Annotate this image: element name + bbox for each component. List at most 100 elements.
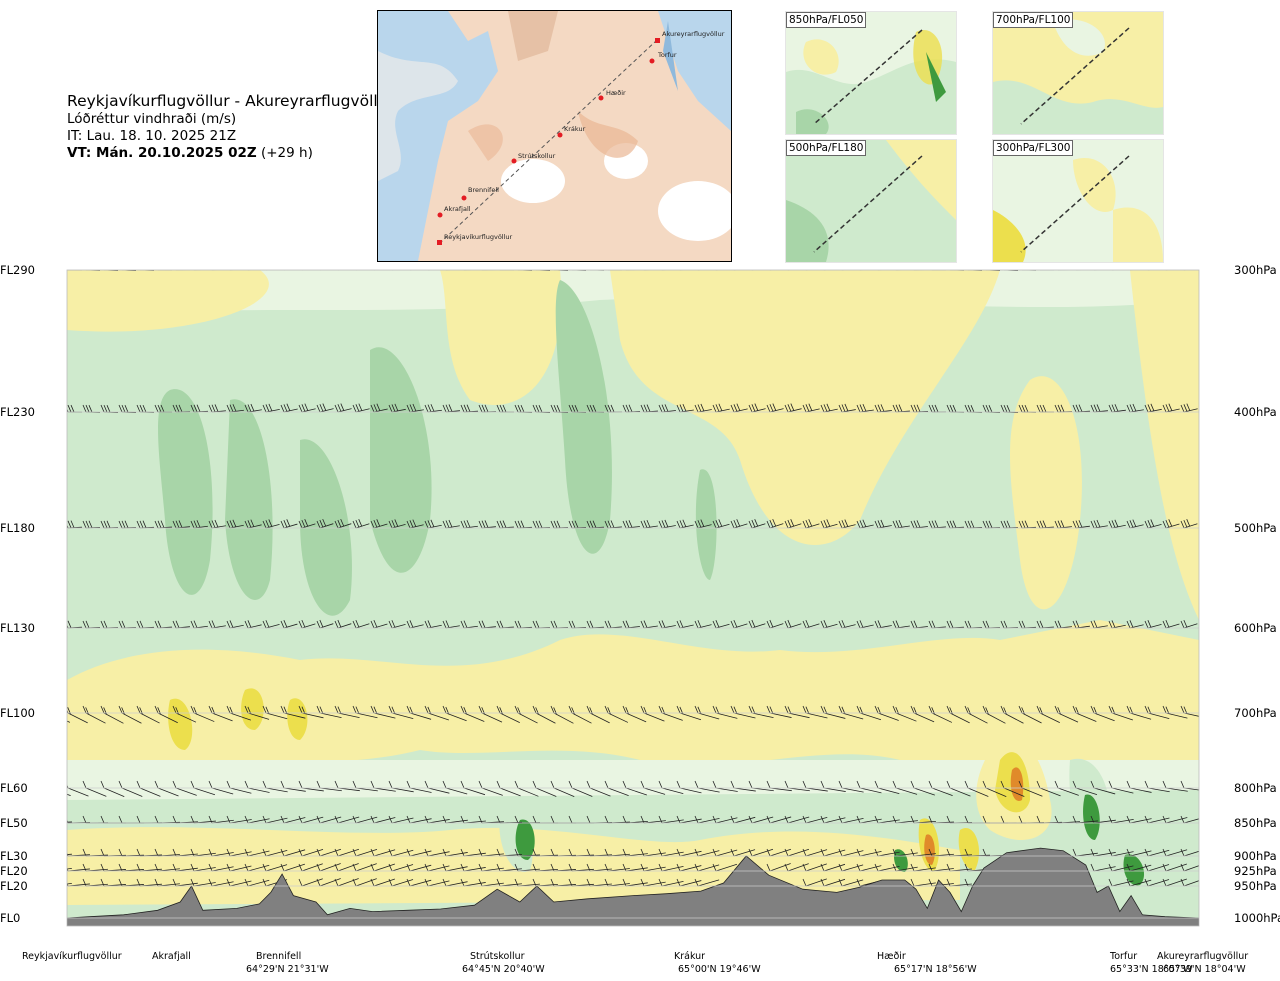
wind-barb — [442, 780, 447, 789]
wind-barb — [568, 404, 573, 413]
wind-barb — [734, 262, 737, 269]
wind-barb — [1183, 818, 1199, 824]
wind-barb — [1183, 712, 1199, 717]
wind-barb — [301, 863, 323, 872]
thumbnail-300hpa[interactable]: 300hPa/FL300 — [992, 139, 1164, 263]
wind-barb — [424, 863, 429, 872]
wind-barb — [577, 270, 579, 271]
route-point-name: Brennifell — [256, 951, 302, 962]
wind-barb — [460, 848, 465, 857]
wind-barb — [193, 867, 216, 872]
wind-contour-region — [440, 270, 562, 405]
wind-barb — [715, 520, 720, 528]
wind-barb — [514, 520, 519, 529]
wind-barb — [697, 624, 712, 629]
wind-barb — [388, 520, 393, 529]
wind-barb — [298, 780, 303, 789]
wind-barb — [172, 620, 177, 629]
wind-barb — [373, 270, 374, 271]
wind-barb — [251, 262, 254, 269]
wind-barb — [47, 864, 50, 871]
wind-barb — [50, 263, 53, 270]
wind-barb — [1009, 270, 1011, 271]
wind-barb — [208, 520, 213, 529]
wind-barb — [892, 780, 897, 789]
wind-barb — [964, 848, 969, 857]
wind-barb — [859, 712, 882, 721]
wind-barb — [460, 780, 465, 789]
wind-barb — [388, 404, 393, 413]
wind-barb — [838, 520, 843, 529]
wind-barb — [445, 819, 468, 824]
wind-barb — [139, 520, 144, 529]
wind-barb — [1129, 624, 1144, 629]
wind-barb — [478, 705, 483, 714]
wind-barb — [190, 620, 195, 629]
wind-barb — [284, 270, 286, 271]
wind-barb — [265, 524, 280, 529]
wind-barb — [550, 848, 555, 857]
route-point-coord: 64°45'N 20°40'W — [462, 964, 545, 975]
valid-time: VT: Mán. 20.10.2025 02Z (+29 h) — [67, 145, 394, 162]
wind-barb — [91, 270, 93, 271]
wind-barb — [1042, 404, 1047, 413]
wind-barb — [316, 815, 321, 824]
route-point-name: Torfur — [1110, 951, 1138, 962]
wind-barb — [193, 712, 215, 722]
wind-barb — [301, 816, 324, 824]
thumbnail-850hpa[interactable]: 850hPa/FL050 — [785, 11, 957, 135]
wind-barb — [244, 404, 249, 413]
wind-barb — [1093, 819, 1116, 824]
wind-barb — [319, 878, 341, 887]
wind-barb — [265, 624, 280, 629]
wind-barb — [550, 520, 555, 529]
wind-barb — [1057, 620, 1062, 628]
wind-barb — [715, 712, 738, 719]
wind-barb — [466, 520, 471, 528]
wind-barb — [67, 821, 72, 823]
wind-barb — [280, 520, 285, 529]
wind-barb — [802, 815, 807, 824]
wind-barb — [67, 408, 69, 413]
wind-barb — [604, 620, 609, 629]
wind-barb — [1180, 520, 1185, 529]
wind-barb — [787, 848, 810, 857]
wind-barb — [952, 520, 957, 528]
wind-barb — [442, 848, 447, 857]
wind-barb — [395, 262, 398, 269]
wind-barb — [805, 270, 806, 271]
wind-barb — [373, 863, 395, 872]
wind-barb — [283, 712, 306, 719]
wind-barb — [478, 878, 483, 887]
wind-barb — [391, 864, 414, 872]
wind-barb — [172, 863, 177, 872]
wind-barb — [1000, 520, 1005, 529]
wind-barb — [646, 519, 651, 528]
wind-barb — [679, 865, 702, 872]
wind-barb — [928, 705, 933, 714]
wind-barb — [679, 818, 702, 824]
wind-barb — [877, 819, 900, 824]
wind-barb — [1186, 403, 1191, 411]
wind-barb — [820, 620, 825, 629]
wind-barb — [661, 851, 684, 857]
wind-barb — [715, 787, 738, 792]
wind-contour-region — [158, 389, 213, 595]
thumbnail-700hpa[interactable]: 700hPa/FL100 — [992, 11, 1164, 135]
wind-barb — [1180, 878, 1185, 887]
wind-barb — [1165, 863, 1187, 872]
wind-barb — [355, 523, 370, 529]
wind-barb — [700, 519, 705, 527]
wind-barb — [928, 863, 933, 872]
thumbnail-500hpa[interactable]: 500hPa/FL180 — [785, 139, 957, 263]
wind-barb — [787, 816, 810, 824]
wind-barb — [67, 709, 69, 714]
wind-barb — [766, 404, 771, 413]
wind-barb — [136, 848, 141, 857]
wind-barb — [103, 404, 108, 413]
wind-barb — [373, 817, 396, 824]
pressure-level-label: 1000hPa — [1234, 911, 1280, 925]
wind-barb — [304, 519, 309, 527]
wind-barb — [100, 878, 105, 887]
wind-barb — [1165, 849, 1188, 857]
